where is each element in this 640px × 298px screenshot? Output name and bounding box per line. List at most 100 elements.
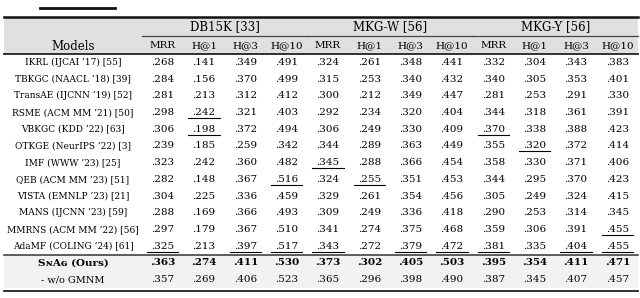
- Text: .320: .320: [399, 108, 422, 117]
- Bar: [4, 238, 638, 254]
- Bar: [4, 204, 638, 221]
- Text: .365: .365: [316, 275, 340, 284]
- Text: .404: .404: [564, 242, 588, 251]
- Text: .304: .304: [523, 58, 546, 67]
- Text: .454: .454: [440, 158, 463, 167]
- Text: .459: .459: [275, 192, 298, 201]
- Text: .490: .490: [440, 275, 463, 284]
- Text: .409: .409: [440, 125, 463, 134]
- Text: .242: .242: [193, 108, 216, 117]
- Text: .406: .406: [606, 158, 629, 167]
- Text: .242: .242: [193, 158, 216, 167]
- Text: MRR: MRR: [480, 41, 506, 50]
- Bar: [4, 188, 638, 204]
- Text: .253: .253: [523, 91, 546, 100]
- Text: .330: .330: [606, 91, 629, 100]
- Text: H@10: H@10: [601, 41, 634, 50]
- Text: .370: .370: [234, 74, 257, 83]
- Text: .198: .198: [193, 125, 216, 134]
- Text: .494: .494: [275, 125, 298, 134]
- Text: .261: .261: [358, 58, 381, 67]
- Text: .325: .325: [151, 242, 174, 251]
- Text: TBKGC (NAACL ’18) [39]: TBKGC (NAACL ’18) [39]: [15, 74, 131, 83]
- Text: MRR: MRR: [315, 41, 341, 50]
- Text: .441: .441: [440, 58, 463, 67]
- Text: .411: .411: [563, 258, 589, 267]
- Bar: [4, 171, 638, 188]
- Text: .288: .288: [151, 208, 174, 217]
- Text: .510: .510: [275, 225, 298, 234]
- Text: TransAE (IJCNN ’19) [52]: TransAE (IJCNN ’19) [52]: [14, 91, 132, 100]
- Text: .329: .329: [316, 192, 340, 201]
- Text: .351: .351: [399, 175, 422, 184]
- Text: .318: .318: [523, 108, 546, 117]
- Text: .309: .309: [316, 208, 340, 217]
- Text: .253: .253: [358, 74, 381, 83]
- Text: H@1: H@1: [356, 41, 382, 50]
- Text: .298: .298: [151, 108, 174, 117]
- Text: .141: .141: [193, 58, 216, 67]
- Text: .407: .407: [564, 275, 588, 284]
- Text: .391: .391: [564, 225, 588, 234]
- Text: .340: .340: [482, 74, 505, 83]
- Text: .292: .292: [316, 108, 340, 117]
- Text: .305: .305: [523, 74, 546, 83]
- Text: .249: .249: [358, 125, 381, 134]
- Text: .305: .305: [482, 192, 505, 201]
- Text: .274: .274: [358, 225, 381, 234]
- Text: .411: .411: [233, 258, 258, 267]
- Text: .185: .185: [193, 142, 216, 150]
- Text: .335: .335: [523, 242, 546, 251]
- Text: .453: .453: [440, 175, 463, 184]
- Bar: [4, 71, 638, 87]
- Text: .530: .530: [274, 258, 300, 267]
- Text: .523: .523: [275, 275, 298, 284]
- Text: H@10: H@10: [270, 41, 303, 50]
- Text: H@1: H@1: [191, 41, 217, 50]
- Text: .330: .330: [399, 125, 422, 134]
- Text: .306: .306: [151, 125, 174, 134]
- Text: MANS (IJCNN ’23) [59]: MANS (IJCNN ’23) [59]: [19, 208, 127, 217]
- Text: .472: .472: [440, 242, 463, 251]
- Text: .259: .259: [234, 142, 257, 150]
- Text: .169: .169: [193, 208, 216, 217]
- Text: .253: .253: [523, 208, 546, 217]
- Text: .234: .234: [358, 108, 381, 117]
- Text: .212: .212: [358, 91, 381, 100]
- Text: .249: .249: [523, 192, 546, 201]
- Text: .359: .359: [482, 225, 505, 234]
- Text: .423: .423: [606, 175, 629, 184]
- Text: IKRL (IJCAI ’17) [55]: IKRL (IJCAI ’17) [55]: [25, 58, 121, 67]
- Text: .372: .372: [234, 125, 257, 134]
- Text: .493: .493: [275, 208, 298, 217]
- Text: .261: .261: [358, 192, 381, 201]
- Text: .449: .449: [440, 142, 463, 150]
- Text: .405: .405: [398, 258, 423, 267]
- Text: .415: .415: [606, 192, 629, 201]
- Text: H@10: H@10: [436, 41, 468, 50]
- Text: .344: .344: [482, 175, 505, 184]
- Text: .340: .340: [399, 74, 422, 83]
- Text: .343: .343: [316, 242, 340, 251]
- Bar: [4, 271, 638, 288]
- Text: .332: .332: [482, 58, 505, 67]
- Text: .361: .361: [564, 108, 588, 117]
- Text: .324: .324: [564, 192, 588, 201]
- Bar: [4, 221, 638, 238]
- Text: VISTA (EMNLP ’23) [21]: VISTA (EMNLP ’23) [21]: [17, 192, 129, 201]
- Text: .281: .281: [151, 91, 174, 100]
- Text: .213: .213: [193, 242, 216, 251]
- Text: .353: .353: [564, 74, 588, 83]
- Text: .455: .455: [606, 242, 629, 251]
- Text: .336: .336: [399, 208, 422, 217]
- Text: DB15K [33]: DB15K [33]: [189, 21, 260, 33]
- Text: .344: .344: [316, 142, 340, 150]
- Text: .370: .370: [482, 125, 505, 134]
- Text: .156: .156: [193, 74, 216, 83]
- Text: .371: .371: [564, 158, 588, 167]
- Text: .414: .414: [606, 142, 629, 150]
- Text: .302: .302: [356, 258, 382, 267]
- Text: .349: .349: [399, 91, 422, 100]
- Text: MRR: MRR: [150, 41, 176, 50]
- Text: .148: .148: [193, 175, 216, 184]
